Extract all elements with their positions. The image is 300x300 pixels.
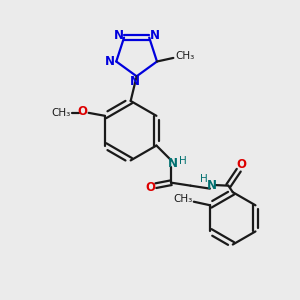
Text: H: H [200,174,208,184]
Text: CH₃: CH₃ [51,108,70,118]
Text: H: H [179,156,187,166]
Text: CH₃: CH₃ [175,51,194,62]
Text: N: N [130,75,140,88]
Text: CH₃: CH₃ [173,194,192,204]
Text: N: N [105,55,115,68]
Text: O: O [145,181,155,194]
Text: N: N [168,158,178,170]
Text: O: O [77,105,87,118]
Text: N: N [150,29,160,42]
Text: N: N [206,179,216,192]
Text: O: O [237,158,247,171]
Text: N: N [114,29,124,42]
